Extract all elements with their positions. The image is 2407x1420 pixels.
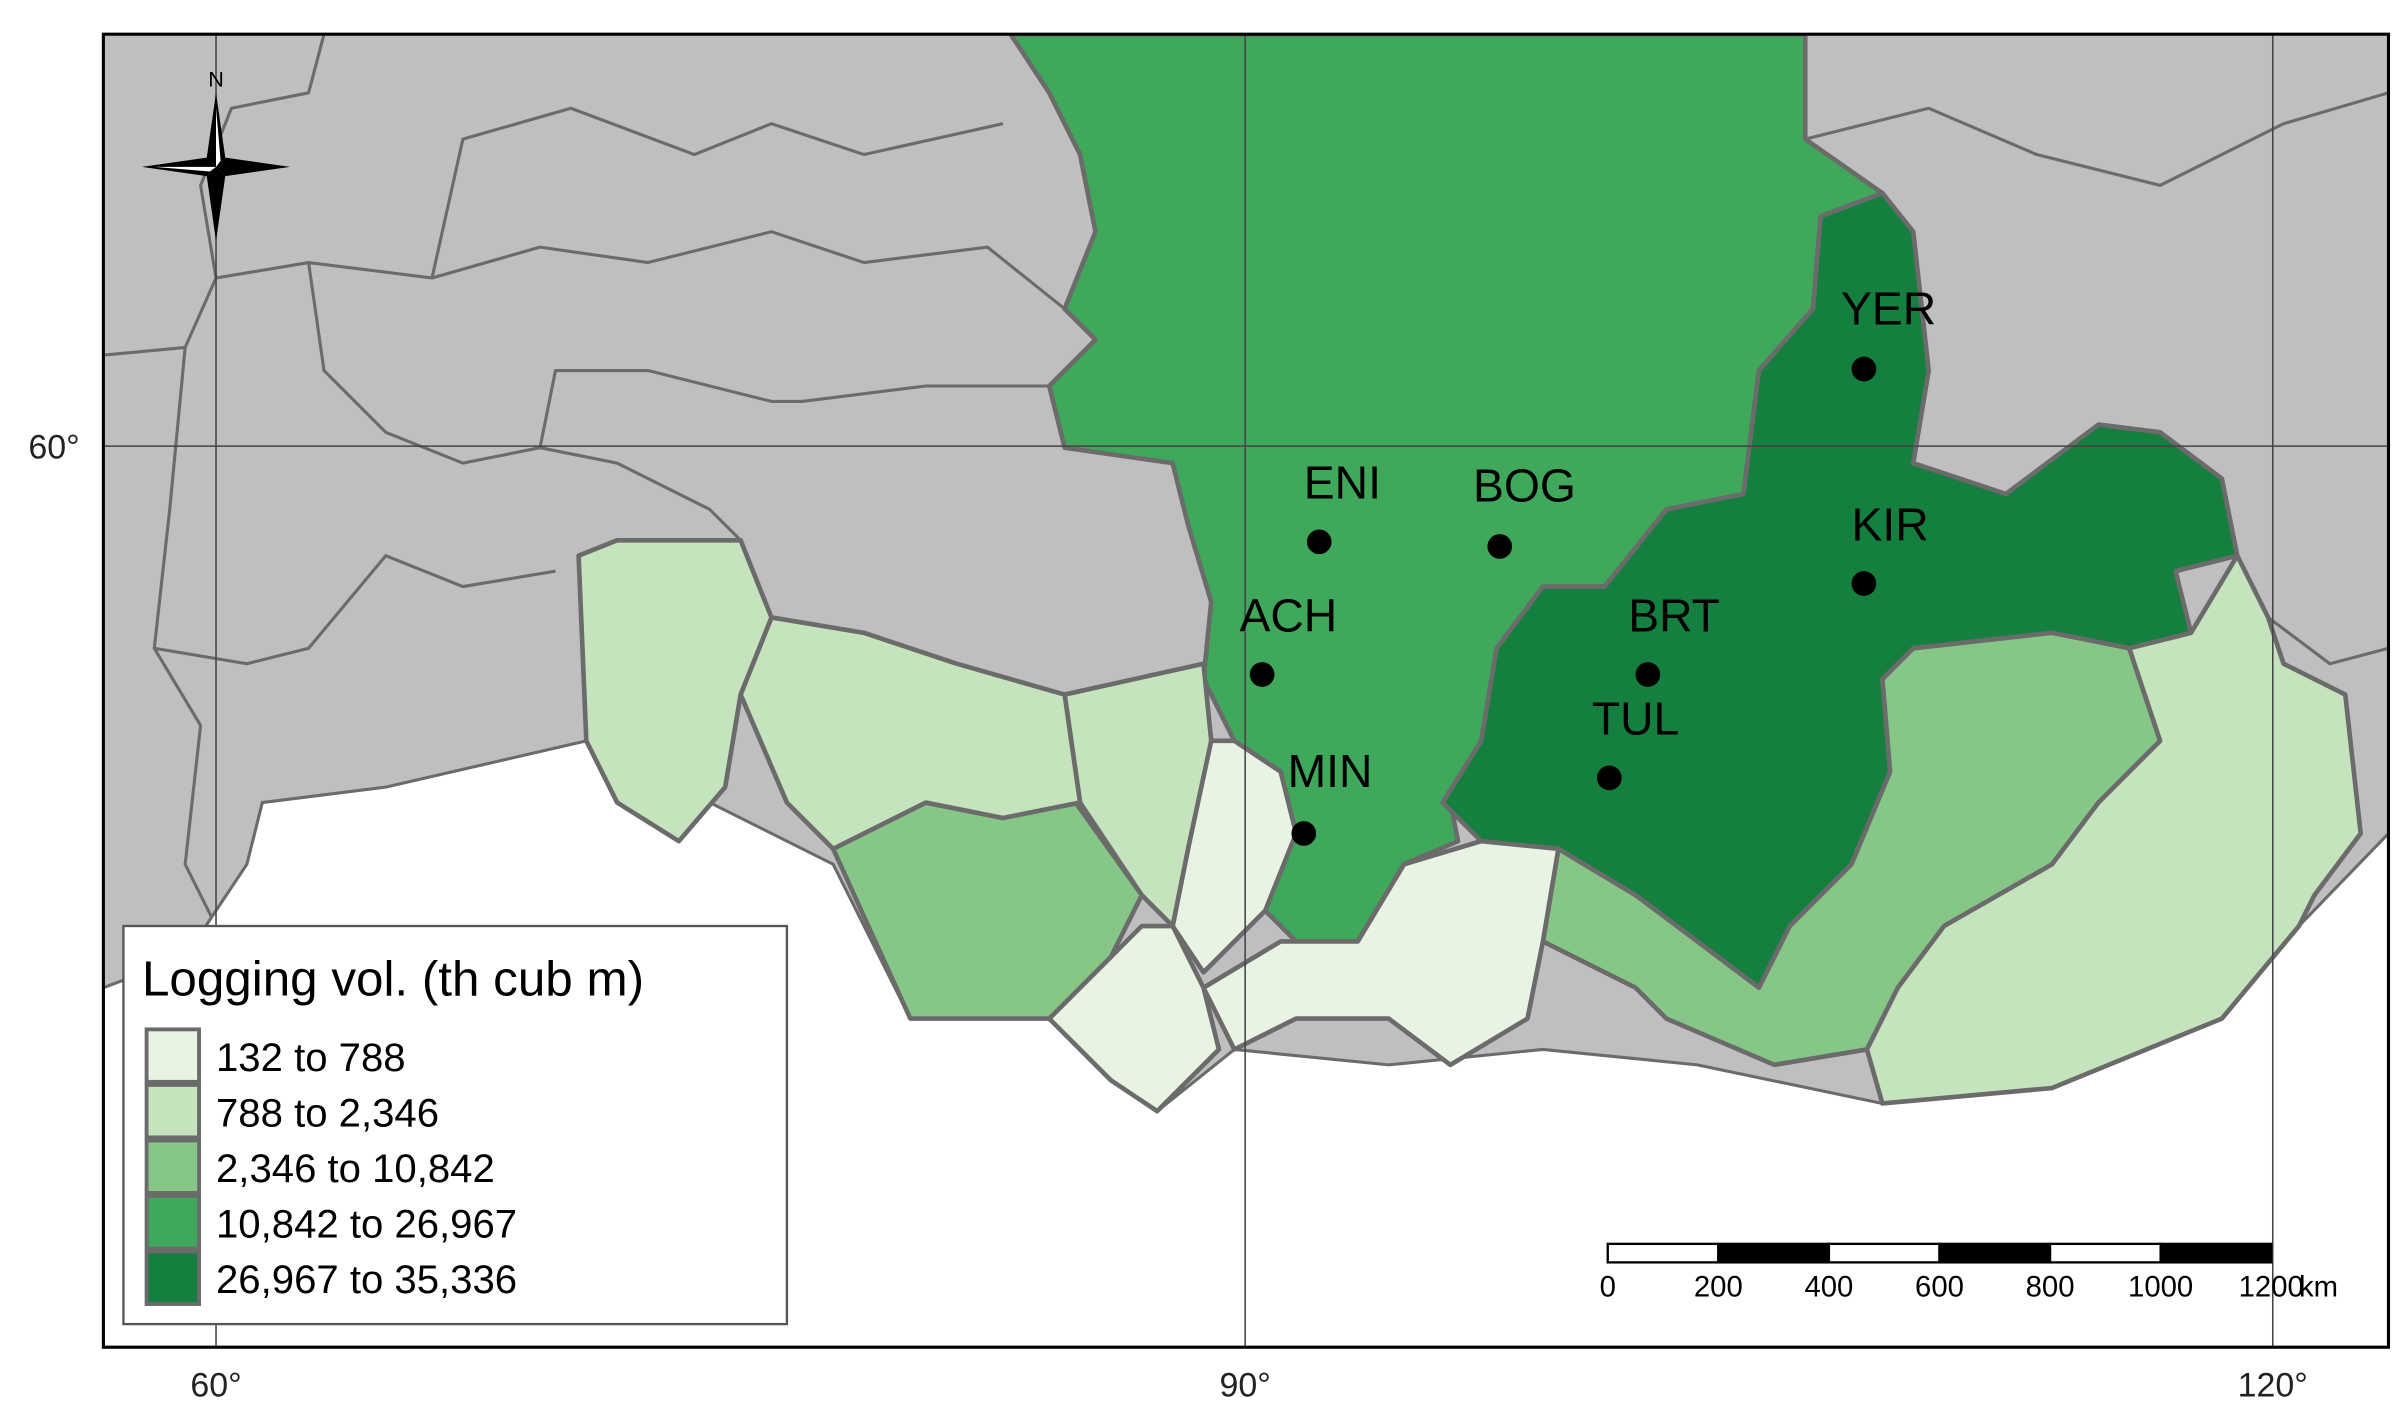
region: [738, 615, 1083, 852]
legend-label: 26,967 to 35,336: [216, 1258, 517, 1302]
legend-title: Logging vol. (th cub m): [142, 951, 644, 1006]
north-label: N: [208, 67, 224, 92]
legend-label: 2,346 to 10,842: [216, 1147, 495, 1191]
scale-label: 600: [1915, 1270, 1964, 1303]
gray-borders: [103, 34, 2389, 927]
city-label: ACH: [1240, 589, 1338, 641]
region: [576, 537, 774, 844]
scale-label: 1000: [2128, 1270, 2193, 1303]
city-dot: [1635, 662, 1661, 687]
lon-label: 90°: [1219, 1367, 1270, 1405]
legend-swatch: [144, 1138, 201, 1195]
legend-label: 788 to 2,346: [216, 1092, 439, 1136]
city-label: ENI: [1304, 457, 1381, 509]
region: [1201, 838, 1561, 1068]
lat-label: 60°: [28, 428, 79, 466]
scale-segment: [2159, 1242, 2273, 1264]
legend-label: 10,842 to 26,967: [216, 1203, 517, 1247]
city-label: BOG: [1473, 460, 1576, 512]
lon-label: 120°: [2238, 1367, 2308, 1405]
legend-box: [122, 924, 789, 1326]
city-dot: [1851, 356, 1877, 382]
city-label: MIN: [1288, 745, 1373, 797]
scale-segment: [1606, 1242, 1720, 1264]
region: [1046, 923, 1222, 1114]
scale-label: 800: [2026, 1270, 2075, 1303]
city-label: YER: [1841, 282, 1936, 334]
scale-segment: [2048, 1242, 2162, 1264]
map-frame: [101, 32, 2391, 1349]
legend-swatch: [144, 1027, 201, 1084]
scale-label: 200: [1694, 1270, 1743, 1303]
scale-segment: [1717, 1242, 1831, 1264]
scale-segment: [1827, 1242, 1941, 1264]
legend: Logging vol. (th cub m) 132 to 788 788 to…: [122, 924, 789, 1326]
scale-unit: km: [2299, 1270, 2338, 1303]
region: [1864, 553, 2364, 1106]
city-label: KIR: [1852, 498, 1929, 550]
city-dot: [1596, 765, 1622, 791]
region: [1062, 661, 1214, 929]
scale-label: 400: [1804, 1270, 1853, 1303]
legend-label: 132 to 788: [216, 1036, 406, 1080]
scale-label: 0: [1600, 1270, 1616, 1303]
city-label: TUL: [1592, 693, 1679, 745]
north-arrow: N: [141, 67, 291, 241]
city-dot: [1487, 534, 1513, 559]
scale-label: 1200: [2239, 1270, 2304, 1303]
lon-label: 60°: [190, 1367, 241, 1405]
legend-swatch: [144, 1083, 201, 1140]
legend-swatch: [144, 1194, 201, 1251]
scale-segment: [1938, 1242, 2052, 1264]
city-dot: [1306, 529, 1332, 555]
legend-swatch: [144, 1249, 201, 1306]
cities: ENI BOG ACH MIN BRT TUL YER KIR: [1240, 282, 1936, 846]
city-label: BRT: [1628, 589, 1720, 641]
city-dot: [1851, 571, 1877, 596]
city-dot: [1249, 662, 1275, 687]
city-dot: [1291, 821, 1317, 846]
